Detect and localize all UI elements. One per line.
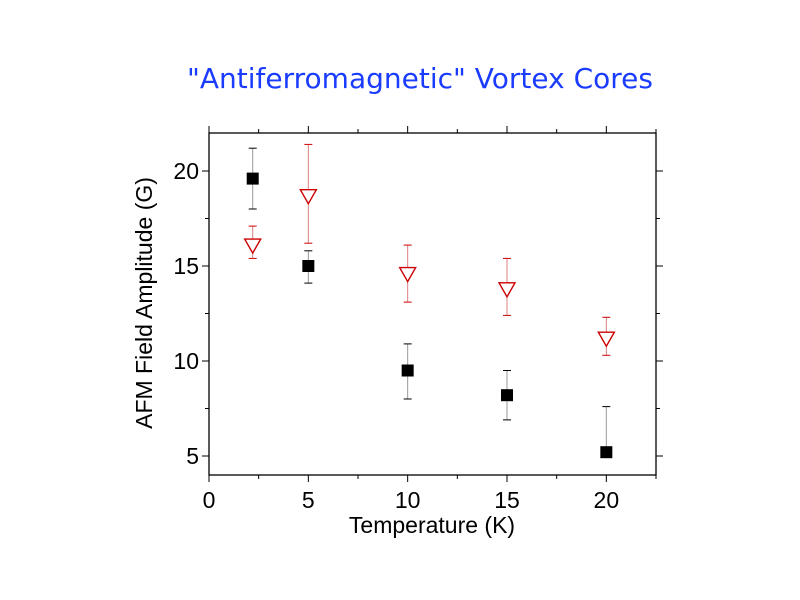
data-point-square xyxy=(600,446,613,459)
data-point-square xyxy=(246,172,259,185)
x-tick-label: 0 xyxy=(203,487,216,513)
data-point-triangle xyxy=(243,238,262,255)
plot-frame xyxy=(208,132,657,476)
data-point-triangle xyxy=(597,331,616,348)
chart-title: "Antiferromagnetic" Vortex Cores xyxy=(187,62,653,95)
x-axis-label: Temperature (K) xyxy=(349,512,515,538)
y-axis-label: AFM Field Amplitude (G) xyxy=(131,177,157,429)
x-tick-label: 10 xyxy=(395,487,421,513)
x-tick-label: 20 xyxy=(594,487,620,513)
y-tick-label: 5 xyxy=(186,443,199,469)
y-tick-label: 15 xyxy=(173,253,199,279)
data-point-square xyxy=(302,260,315,272)
data-point-triangle xyxy=(299,188,318,206)
data-point-triangle xyxy=(398,266,417,284)
x-tick-label: 15 xyxy=(494,487,520,513)
data-point-square xyxy=(401,364,414,377)
y-tick-label: 20 xyxy=(173,158,199,184)
y-tick-label: 10 xyxy=(173,348,199,374)
data-point-square xyxy=(501,389,513,402)
x-tick-label: 5 xyxy=(302,487,315,513)
data-point-triangle xyxy=(497,282,517,299)
